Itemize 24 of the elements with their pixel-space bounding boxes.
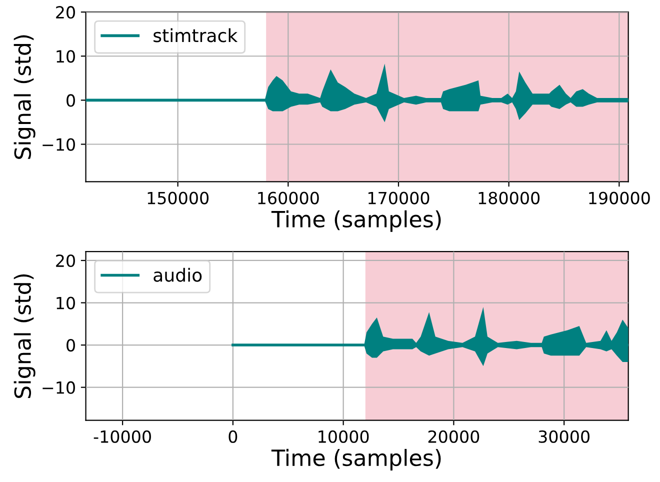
x-tick-label: 10000 xyxy=(318,430,369,443)
x-tick-label: -10000 xyxy=(94,430,151,443)
y-tick-label: 20 xyxy=(56,254,75,268)
x-tick-label: 30000 xyxy=(538,430,590,443)
y-tick-label: 0 xyxy=(66,94,75,107)
y-axis-title: Signal (std) xyxy=(14,35,36,159)
y-tick-label: −10 xyxy=(42,381,75,394)
x-axis-title: Time (samples) xyxy=(271,448,441,470)
legend-label: stimtrack xyxy=(154,28,238,42)
legend-label: audio xyxy=(154,268,202,282)
x-tick-label: 170000 xyxy=(368,192,430,204)
x-tick-label: 190000 xyxy=(589,192,650,204)
y-tick-label: 10 xyxy=(56,296,75,310)
y-tick-label: 0 xyxy=(66,339,75,352)
x-tick-label: 150000 xyxy=(148,192,209,204)
x-tick-label: 160000 xyxy=(258,192,319,204)
y-axis-title: Signal (std) xyxy=(14,274,36,398)
y-tick-label: 20 xyxy=(56,6,75,19)
y-tick-label: 10 xyxy=(56,50,75,63)
x-tick-label: 0 xyxy=(228,430,238,443)
x-tick-label: 180000 xyxy=(478,192,540,204)
x-axis-title: Time (samples) xyxy=(271,210,441,232)
x-tick-label: 20000 xyxy=(428,430,480,443)
y-tick-label: −10 xyxy=(42,138,75,151)
